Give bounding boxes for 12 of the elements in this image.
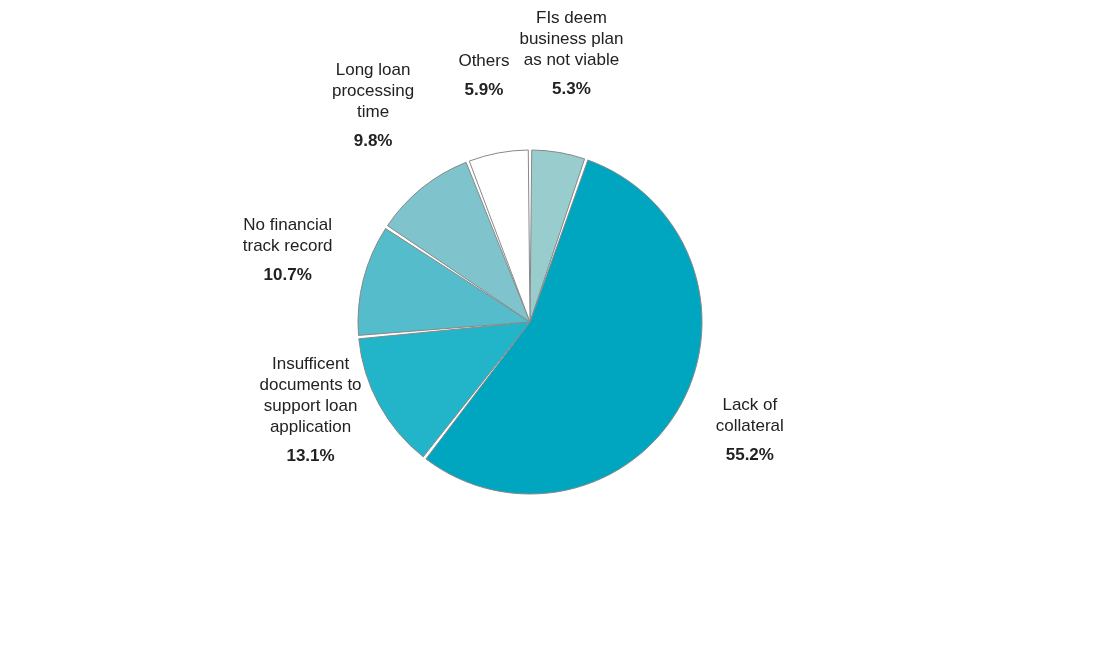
slice-label: Lack of collateral [715, 395, 784, 436]
data-label: 10.7% [263, 264, 312, 284]
slice-label: Others [458, 51, 510, 71]
slice-label: Insufficent documents to support loan application [259, 353, 362, 436]
slice-label: No financial track record [242, 214, 333, 255]
slice-label: FIs deem business plan as not viable [519, 8, 624, 70]
data-label: 13.1% [286, 445, 335, 465]
data-label: 5.9% [464, 80, 504, 100]
data-label: 9.8% [353, 131, 393, 151]
slice-label: Long loan processing time [331, 60, 415, 122]
data-label: 55.2% [725, 445, 774, 465]
data-label: 5.3% [552, 79, 591, 99]
